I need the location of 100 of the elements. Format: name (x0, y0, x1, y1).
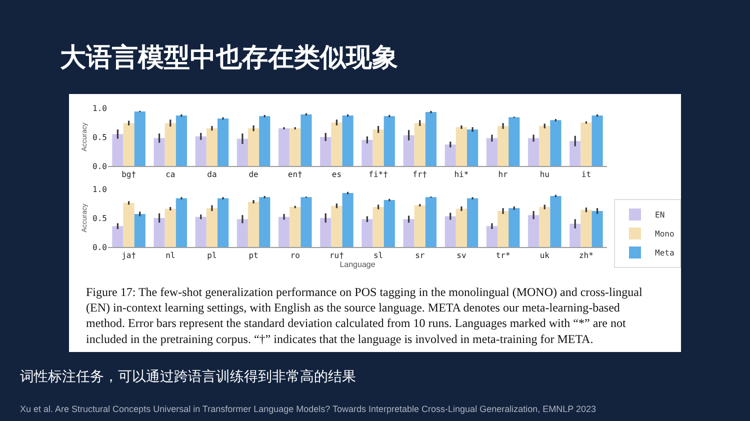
bar (528, 215, 540, 247)
bar (456, 127, 467, 166)
x-tick-label: pl (207, 250, 217, 260)
bar (300, 114, 312, 166)
bar (444, 216, 456, 247)
x-tick-label: pt (248, 250, 259, 260)
legend-label: EN (655, 210, 665, 220)
x-tick-label: hr (498, 170, 508, 179)
y-tick-label: 1.0 (92, 184, 108, 194)
bar (331, 122, 342, 166)
bar (384, 200, 395, 247)
bar (414, 123, 426, 166)
bar (498, 211, 509, 247)
bar (550, 196, 562, 247)
y-tick-label: 1.0 (92, 104, 108, 113)
text: 词性标注任务，可以通过跨语言训练得到非常高的结果 (20, 368, 356, 384)
bar (425, 112, 437, 166)
x-tick-label: hu (540, 170, 550, 179)
legend-label: Mono (655, 230, 674, 239)
bar (259, 197, 270, 247)
bar (154, 138, 165, 166)
bar (403, 219, 414, 247)
bar (403, 135, 414, 166)
bar (300, 197, 312, 247)
bar (372, 129, 384, 166)
bar (580, 210, 592, 247)
bar (154, 218, 165, 247)
bar (362, 219, 373, 247)
bar (580, 122, 592, 166)
x-tick-label: tr* (496, 250, 510, 260)
bar (290, 206, 301, 247)
bar (206, 208, 218, 247)
bar (134, 111, 146, 166)
bar (467, 129, 478, 166)
x-tick-label: fi*† (368, 170, 388, 179)
bar (592, 211, 603, 247)
x-tick-label: ru† (329, 250, 344, 260)
bar (320, 137, 332, 166)
bar (248, 128, 260, 166)
bar (508, 117, 520, 166)
caption: Figure 17: The few-shot generalization performance on POS tagging in the monolingual (MONO) and cross-lingual (EN) in-context learning settings, with English as the source language. META denotes our meta-learning-based method. Error bars represent the standard deviation calculated from 10 runs. Languages marked with “*” are not included in the pretraining corpus. “†” indicates that the language is involved in meta-training for META. (86, 285, 643, 346)
bar (592, 116, 603, 166)
bar (278, 128, 290, 166)
legend-label: Meta (655, 248, 674, 258)
bar (236, 219, 248, 247)
bar (570, 141, 581, 166)
bar (164, 208, 176, 247)
y-tick-label: 0.0 (92, 242, 108, 252)
bar (550, 120, 562, 166)
x-tick-label: ca (166, 170, 176, 179)
x-tick-label: fr† (412, 170, 428, 179)
text: Xu et al. Are Structural Concepts Universal in Transformer Language Models? Towards Interpretable Cross-Lingual Generalization, EMNLP 2023 (20, 404, 596, 414)
bar (539, 206, 550, 247)
x-tick-label: hi* (454, 170, 469, 179)
y-tick-label: 0.0 (92, 162, 108, 171)
bar (456, 208, 467, 247)
x-tick-label: es (332, 170, 342, 179)
x-tick-label: ro (290, 250, 300, 260)
bar (176, 116, 188, 166)
bar (112, 134, 124, 166)
x-tick-label: de (248, 170, 259, 179)
x-tick-label: en† (288, 170, 303, 179)
bar (195, 216, 206, 247)
bar (195, 136, 206, 166)
bar (176, 198, 188, 247)
x-tick-label: sv (456, 250, 466, 260)
bar (206, 128, 218, 166)
bar (112, 226, 124, 247)
bar (528, 138, 540, 166)
x-tick-label: sl (373, 250, 384, 260)
bar (372, 206, 384, 247)
x-tick-label: zh* (578, 250, 594, 260)
bar (290, 128, 301, 166)
bar (342, 193, 354, 247)
x-tick-label: it (581, 170, 592, 179)
bar (508, 208, 520, 247)
bar (134, 214, 146, 247)
bar (248, 202, 260, 247)
bar (123, 123, 134, 166)
x-tick-label: uk (540, 250, 550, 260)
x-tick-label: ja† (122, 250, 136, 260)
bar (236, 138, 248, 166)
bar (123, 202, 134, 247)
bar (498, 126, 509, 166)
bar (342, 116, 354, 166)
y-tick-label: 0.5 (92, 214, 108, 223)
x-tick-label: nl (166, 250, 176, 260)
x-axis-title: Language (340, 260, 376, 269)
bar (278, 216, 290, 247)
bar (467, 198, 478, 247)
bar (331, 206, 342, 247)
bar (570, 224, 581, 247)
bar (486, 138, 498, 166)
bar (414, 205, 426, 247)
x-tick-label: sr (415, 250, 425, 260)
bar (259, 116, 270, 166)
chart-title: 大语言模型中也存在类似现象 (60, 42, 398, 72)
bar (539, 126, 550, 166)
bar (384, 116, 395, 166)
x-tick-label: da (207, 170, 217, 179)
